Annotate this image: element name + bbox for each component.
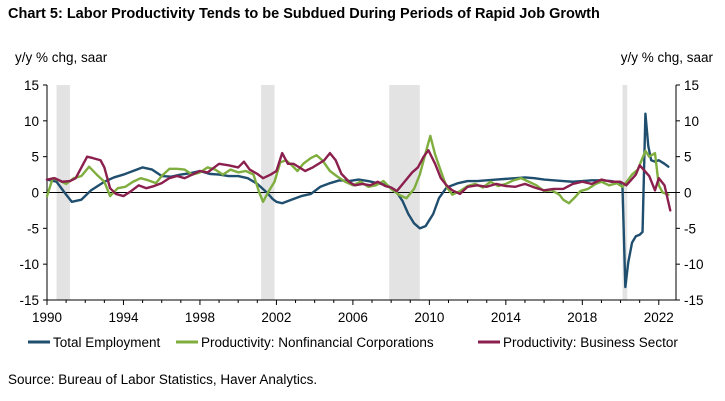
- left-y-tick-label: -5: [27, 221, 39, 236]
- left-y-tick-label: 5: [31, 150, 39, 165]
- left-y-tick-label: -10: [19, 257, 39, 272]
- x-tick-label: 1990: [32, 310, 62, 325]
- x-tick-label: 2010: [414, 310, 444, 325]
- chart-title: Chart 5: Labor Productivity Tends to be …: [8, 6, 600, 22]
- chart-legend: Total Employment Productivity: Nonfinanci…: [28, 335, 678, 350]
- left-axis-unit-label: y/y % chg, saar: [15, 50, 108, 65]
- right-y-tick-label: -15: [684, 293, 704, 308]
- right-y-tick-label: 5: [684, 150, 692, 165]
- left-y-tick-label: -15: [19, 293, 39, 308]
- x-tick-label: 2018: [567, 310, 597, 325]
- chart-axes: -15 -15 -10 -10 -5 -5 0 0 5 5 10 10 15 15 1990 1994 1998…: [19, 78, 703, 325]
- x-tick-label: 2006: [338, 310, 368, 325]
- series-line-1: [45, 112, 670, 289]
- left-y-tick-label: 10: [24, 114, 39, 129]
- legend-label-2: Productivity: Nonfinancial Corporations: [201, 335, 434, 350]
- legend-label-3: Productivity: Business Sector: [503, 335, 678, 350]
- source-note: Source: Bureau of Labor Statistics, Have…: [8, 372, 318, 387]
- x-tick-label: 1998: [185, 310, 215, 325]
- left-y-tick-label: 15: [24, 78, 39, 93]
- right-axis-unit-label: y/y % chg, saar: [620, 50, 713, 65]
- series-line-3: [45, 149, 672, 212]
- x-tick-label: 2014: [491, 310, 522, 325]
- series-line-2: [45, 134, 670, 205]
- x-tick-label: 2022: [644, 310, 674, 325]
- right-y-tick-label: 0: [684, 186, 692, 201]
- x-tick-label: 2002: [261, 310, 291, 325]
- right-y-tick-label: -10: [684, 257, 704, 272]
- legend-label-1: Total Employment: [53, 335, 161, 350]
- right-y-tick-label: 10: [684, 114, 699, 129]
- x-tick-label: 1994: [108, 310, 139, 325]
- chart-series: [45, 112, 672, 289]
- right-y-tick-label: -5: [684, 221, 696, 236]
- left-y-tick-label: 0: [31, 186, 39, 201]
- right-y-tick-label: 15: [684, 78, 699, 93]
